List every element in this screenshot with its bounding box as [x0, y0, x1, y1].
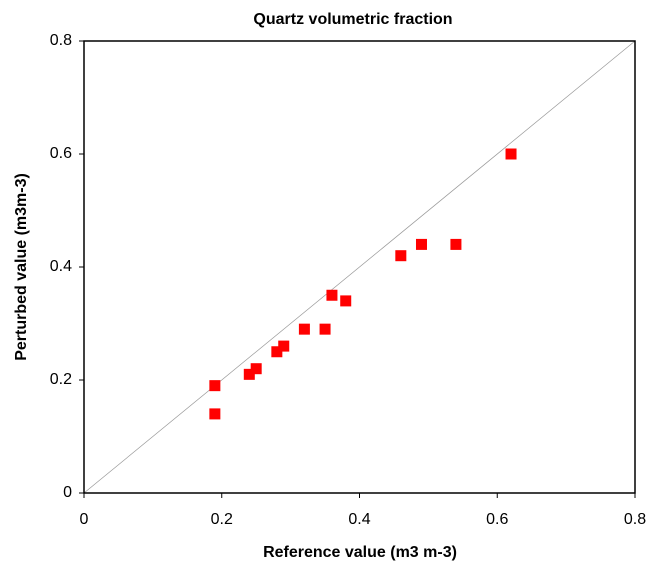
point: [209, 380, 221, 392]
point: [340, 295, 352, 307]
y-tick-label: 0.6: [50, 145, 72, 162]
point: [319, 323, 331, 335]
point: [326, 289, 338, 301]
point: [250, 363, 262, 375]
y-tick-label: 0.4: [50, 258, 72, 275]
reference-line: [83, 40, 636, 494]
point: [298, 323, 310, 335]
point: [209, 408, 221, 420]
chart-title: Quartz volumetric fraction: [253, 11, 452, 28]
point: [271, 346, 283, 358]
y-tick-label: 0.8: [50, 32, 72, 49]
x-tick-label: 0.2: [211, 511, 233, 528]
point: [415, 238, 427, 250]
x-tick-label: 0.4: [348, 511, 370, 528]
point: [278, 340, 290, 352]
point: [395, 250, 407, 262]
y-axis-title: Perturbed value (m3m-3): [13, 173, 30, 361]
point: [450, 238, 462, 250]
y-tick-label: 0.2: [50, 371, 72, 388]
x-tick-label: 0.8: [624, 511, 646, 528]
x-tick-label: 0.6: [486, 511, 508, 528]
point: [505, 148, 517, 160]
y-tick-label: 0: [63, 484, 72, 501]
point: [243, 368, 255, 380]
x-axis-title: Reference value (m3 m-3): [263, 544, 457, 561]
x-tick-label: 0: [80, 511, 89, 528]
